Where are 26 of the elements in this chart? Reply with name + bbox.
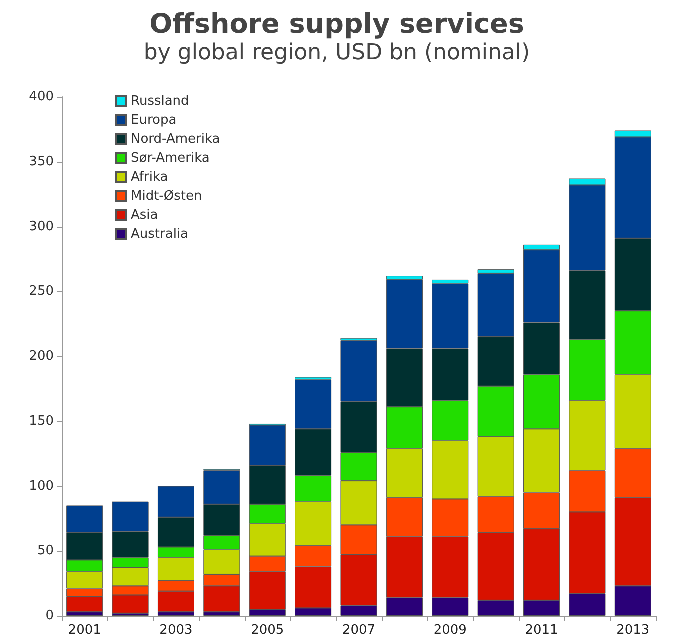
y-tick-label: 400 <box>29 90 54 104</box>
y-tick-label: 300 <box>29 219 54 234</box>
y-tick-label: 200 <box>29 349 54 364</box>
x-tick-label: 2001 <box>68 623 102 638</box>
y-tick-label: 50 <box>37 544 54 559</box>
legend-label: Europa <box>131 113 177 128</box>
y-tick-label: 250 <box>29 284 54 300</box>
legend-label: Asia <box>131 208 158 223</box>
legend-label: Russland <box>131 94 190 109</box>
legend-label: Midt-Østen <box>131 189 202 204</box>
x-tick-label: 2007 <box>342 623 376 638</box>
chart-subtitle: by global region, USD bn (nominal) <box>144 40 530 66</box>
x-tick-label: 2013 <box>616 623 650 638</box>
y-tick-label: 100 <box>29 478 54 494</box>
y-tick-label: 350 <box>29 154 54 170</box>
legend-label: Afrika <box>131 170 168 185</box>
legend-label: Australia <box>131 227 189 242</box>
y-tick-label: 0 <box>46 608 54 624</box>
chart-title: Offshore supply services <box>150 9 524 40</box>
x-tick-label: 2011 <box>525 623 558 638</box>
x-tick-label: 2003 <box>160 623 193 638</box>
y-tick-label: 150 <box>29 414 54 429</box>
legend-label: Sør-Amerika <box>131 151 210 166</box>
x-tick-label: 2005 <box>251 623 284 638</box>
x-tick-label: 2009 <box>434 623 467 638</box>
legend-label: Nord-Amerika <box>131 132 220 147</box>
